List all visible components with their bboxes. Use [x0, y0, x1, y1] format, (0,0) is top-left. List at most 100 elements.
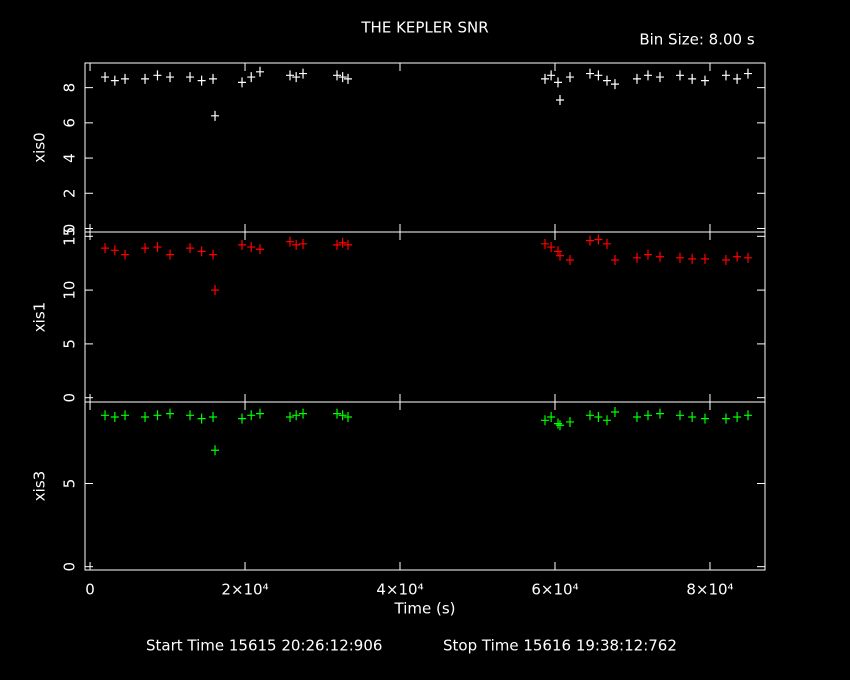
- data-point: [101, 243, 110, 254]
- data-point: [688, 73, 697, 84]
- y-axis-label: xis3: [31, 471, 49, 501]
- data-point: [585, 235, 594, 246]
- data-point: [209, 249, 218, 260]
- data-point: [555, 250, 564, 261]
- data-point: [211, 445, 220, 456]
- data-point: [547, 242, 556, 253]
- data-point: [333, 408, 342, 419]
- data-point: [110, 75, 119, 86]
- y-tick-label: 4: [61, 153, 79, 163]
- data-point: [553, 77, 562, 88]
- data-point: [286, 70, 295, 81]
- data-point: [565, 416, 574, 427]
- data-point: [256, 66, 265, 77]
- x-axis-label: Time (s): [394, 600, 456, 618]
- data-point: [247, 410, 256, 421]
- data-point: [540, 415, 549, 426]
- data-point: [700, 75, 709, 86]
- data-point: [141, 73, 150, 84]
- data-point: [602, 75, 611, 86]
- data-point: [197, 246, 206, 257]
- data-point: [733, 251, 742, 262]
- panel-frame: [84, 231, 766, 403]
- data-point: [238, 239, 247, 250]
- data-point: [555, 94, 564, 105]
- data-point: [153, 70, 162, 81]
- data-point: [610, 406, 619, 417]
- data-point: [101, 410, 110, 421]
- data-point: [721, 413, 730, 424]
- data-point: [209, 73, 218, 84]
- data-point: [197, 75, 206, 86]
- chart-title: THE KEPLER SNR: [360, 19, 488, 37]
- data-point: [338, 410, 347, 421]
- data-point: [565, 72, 574, 83]
- data-point: [238, 413, 247, 424]
- data-point: [299, 408, 308, 419]
- data-point: [153, 410, 162, 421]
- x-tick-label: 6×10⁴: [531, 581, 578, 599]
- data-point: [547, 70, 556, 81]
- stop-time: Stop Time 15616 19:38:12:762: [443, 637, 677, 655]
- data-point: [675, 410, 684, 421]
- data-point: [256, 408, 265, 419]
- data-point: [211, 110, 220, 121]
- data-point: [655, 408, 664, 419]
- y-tick-label: 5: [61, 479, 79, 489]
- data-point: [743, 252, 752, 263]
- data-point: [286, 236, 295, 247]
- data-point: [743, 410, 752, 421]
- data-point: [121, 410, 130, 421]
- data-point: [299, 238, 308, 249]
- data-point: [344, 411, 353, 422]
- y-tick-label: 0: [61, 393, 79, 403]
- y-tick-label: 5: [61, 339, 79, 349]
- data-point: [238, 77, 247, 88]
- data-point: [101, 72, 110, 83]
- data-point: [655, 251, 664, 262]
- data-point: [344, 73, 353, 84]
- data-point: [655, 72, 664, 83]
- x-tick-label: 8×10⁴: [686, 581, 733, 599]
- y-tick-label: 8: [61, 83, 79, 93]
- data-point: [632, 252, 641, 263]
- data-point: [721, 254, 730, 265]
- data-point: [209, 411, 218, 422]
- data-point: [547, 411, 556, 422]
- data-point: [553, 418, 562, 429]
- data-point: [585, 68, 594, 79]
- data-point: [338, 237, 347, 248]
- data-point: [186, 72, 195, 83]
- x-tick-label: 2×10⁴: [221, 581, 268, 599]
- data-point: [594, 411, 603, 422]
- data-point: [743, 68, 752, 79]
- data-point: [565, 254, 574, 265]
- y-tick-label: 0: [61, 562, 79, 572]
- bin-size: Bin Size: 8.00 s: [639, 31, 755, 49]
- data-point: [585, 410, 594, 421]
- data-point: [333, 239, 342, 250]
- data-point: [299, 68, 308, 79]
- data-point: [643, 249, 652, 260]
- data-point: [186, 410, 195, 421]
- data-point: [632, 73, 641, 84]
- y-tick-label: 0: [61, 224, 79, 234]
- data-point: [555, 420, 564, 431]
- data-point: [675, 252, 684, 263]
- data-point: [247, 242, 256, 253]
- data-point: [540, 73, 549, 84]
- data-point: [344, 239, 353, 250]
- data-point: [540, 238, 549, 249]
- data-point: [197, 413, 206, 424]
- data-point: [643, 70, 652, 81]
- data-point: [121, 249, 130, 260]
- data-point: [594, 70, 603, 81]
- data-point: [166, 72, 175, 83]
- data-point: [733, 73, 742, 84]
- data-point: [110, 411, 119, 422]
- y-axis-label: xis0: [31, 132, 49, 162]
- data-point: [286, 411, 295, 422]
- data-point: [610, 79, 619, 90]
- data-point: [166, 408, 175, 419]
